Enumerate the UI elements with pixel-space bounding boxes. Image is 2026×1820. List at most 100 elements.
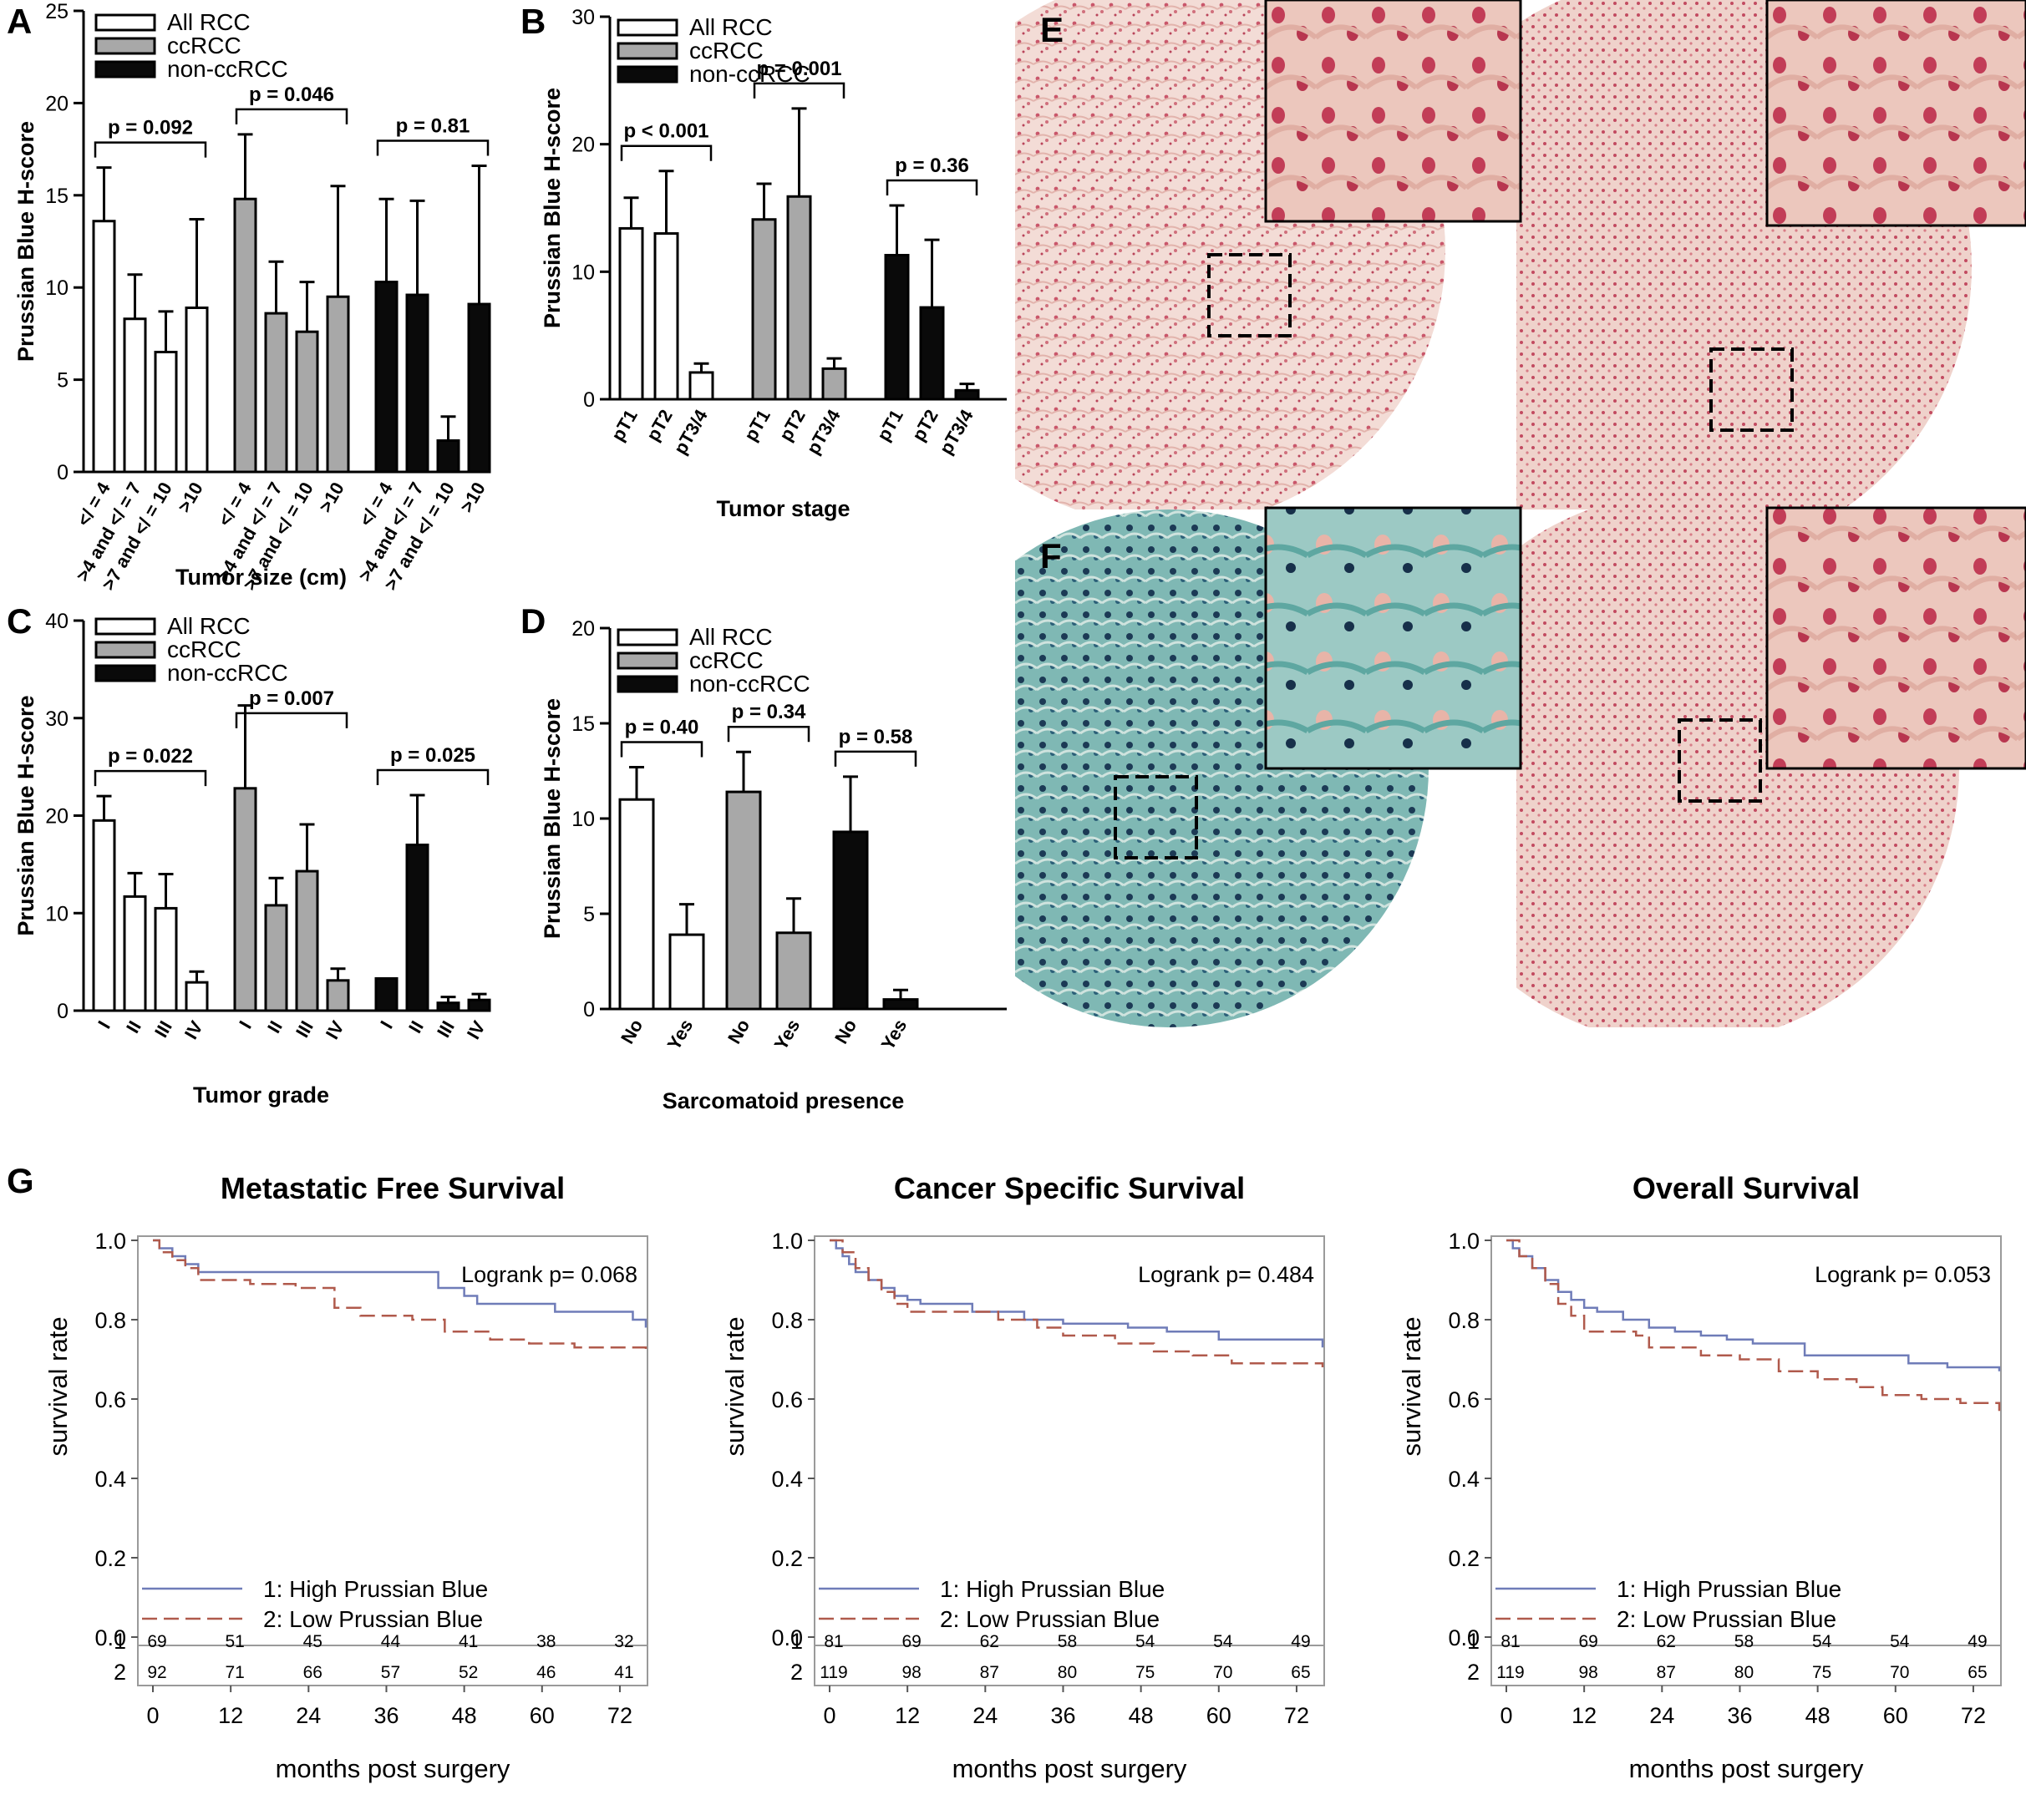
panel-g-survival-curves: G Metastatic Free Survival 0.0 0.2 0.4 0.6 0.8…	[7, 1161, 2002, 1783]
risk-count-high: 49	[1291, 1632, 1310, 1651]
bar-allrcc-2	[154, 350, 178, 474]
legend-label: ccRCC	[689, 647, 764, 673]
risk-count-high: 54	[1135, 1632, 1155, 1651]
y-axis-label: Prussian Blue H-score	[540, 88, 565, 328]
bar-ccrcc-3	[326, 979, 350, 1012]
p-value-label: p = 0.34	[732, 701, 806, 723]
risk-row-label: 1	[1467, 1629, 1480, 1654]
y-tick-label: 0.2	[771, 1546, 803, 1571]
risk-count-low: 98	[1578, 1663, 1597, 1682]
bar-ccrcc-0	[233, 787, 257, 1012]
x-tick-label: pT2	[642, 406, 677, 444]
risk-count-high: 41	[459, 1632, 478, 1651]
p-value-label: p = 0.58	[839, 726, 913, 748]
bar-nonccrcc-2	[436, 1001, 460, 1012]
x-tick-label: No	[724, 1016, 754, 1047]
y-axis-label: survival rate	[1397, 1316, 1426, 1456]
y-tick-label: 25	[45, 0, 69, 23]
x-tick-label: Yes	[770, 1016, 805, 1053]
bar-allrcc-3	[185, 306, 209, 474]
x-tick-label: 60	[1883, 1703, 1908, 1728]
risk-count-high: 54	[1812, 1632, 1832, 1651]
y-tick-label: 20	[45, 805, 69, 829]
p-value-label: p = 0.022	[108, 745, 193, 768]
p-value-bracket	[235, 712, 348, 728]
risk-count-low: 75	[1812, 1663, 1831, 1682]
legend-swatch	[94, 641, 156, 659]
legend-swatch	[94, 37, 156, 55]
y-tick-label: 1.0	[94, 1229, 126, 1254]
bar-allrcc-1	[668, 933, 705, 1011]
bar-nonccrcc-3	[467, 998, 491, 1012]
panel-d-bar-chart: D 0 5 10 15 20 Prussian Blue H-score No Yes p = 0…	[520, 601, 1007, 1113]
x-tick-label: pT1	[607, 406, 642, 444]
legend-label: ccRCC	[167, 33, 241, 58]
y-tick-label: 0.8	[771, 1308, 803, 1333]
curve-low-prussian-blue	[153, 1239, 647, 1356]
y-tick-label: 10	[571, 808, 595, 831]
bar-nonccrcc-1	[882, 998, 919, 1011]
x-axis-label: months post surgery	[952, 1754, 1187, 1783]
p-value-bracket	[235, 108, 348, 124]
y-tick-label: 0	[57, 1000, 69, 1023]
p-value-label: p = 0.40	[625, 716, 699, 738]
x-tick-label: 24	[1649, 1703, 1674, 1728]
p-value-bracket	[376, 768, 490, 785]
panel-letter-e: E	[1040, 10, 1064, 49]
bar-ccrcc-1	[775, 931, 812, 1011]
x-tick-label: >10	[174, 479, 207, 516]
bar-nonccrcc-1	[405, 293, 429, 474]
x-tick-label: I	[94, 1017, 114, 1032]
bar-allrcc-1	[123, 317, 147, 474]
x-tick-label: 72	[607, 1703, 632, 1728]
p-value-label: p = 0.36	[895, 155, 969, 177]
p-value-label: p = 0.046	[249, 84, 334, 106]
roi-box-f-left	[1114, 775, 1198, 859]
bar-nonccrcc-1	[919, 306, 945, 401]
risk-count-low: 75	[1135, 1663, 1155, 1682]
legend-swatch	[617, 42, 678, 60]
x-tick-label: pT2	[775, 406, 810, 444]
y-axis-label: Prussian Blue H-score	[13, 121, 38, 362]
x-tick-label: 36	[1050, 1703, 1075, 1728]
bar-allrcc-1	[123, 895, 147, 1012]
risk-count-high: 81	[1500, 1632, 1520, 1651]
risk-count-low: 70	[1890, 1663, 1909, 1682]
x-axis-label: months post surgery	[276, 1754, 510, 1783]
p-value-bracket	[620, 741, 703, 758]
panel-letter-c: C	[7, 601, 32, 641]
x-tick-label: No	[617, 1016, 647, 1047]
risk-count-low: 80	[1058, 1663, 1077, 1682]
y-tick-label: 20	[571, 617, 595, 641]
x-tick-label: >10	[315, 479, 348, 516]
bar-nonccrcc-0	[374, 976, 399, 1012]
legend-label: ccRCC	[167, 636, 241, 662]
risk-row-label: 2	[1467, 1660, 1480, 1685]
bar-nonccrcc-0	[832, 830, 869, 1011]
inset-e-right	[1765, 0, 2026, 227]
y-tick-label: 40	[45, 610, 69, 633]
p-value-bracket	[834, 750, 917, 767]
x-tick-label: II	[122, 1017, 145, 1037]
plot-frame	[1490, 1235, 2002, 1686]
risk-count-high: 69	[1578, 1632, 1597, 1651]
x-tick-label: IV	[463, 1017, 490, 1043]
curve-low-prussian-blue	[1506, 1239, 2001, 1412]
p-value-label: p = 0.001	[756, 58, 841, 80]
risk-row-label: 1	[114, 1629, 126, 1654]
legend-swatch	[94, 13, 156, 32]
panel-letter-g: G	[7, 1161, 34, 1200]
x-tick-label: 0	[1500, 1703, 1512, 1728]
x-tick-label: pT1	[873, 406, 907, 444]
histology-panels: E F	[1015, 0, 2026, 1027]
risk-count-low: 65	[1968, 1663, 1987, 1682]
y-tick-label: 0.0	[771, 1625, 803, 1650]
curve-high-prussian-blue	[1506, 1239, 2001, 1371]
risk-count-high: 54	[1213, 1632, 1233, 1651]
legend-label: ccRCC	[689, 38, 764, 63]
risk-count-low: 87	[1657, 1663, 1676, 1682]
legend-label: non-ccRCC	[689, 61, 810, 87]
y-axis-label: survival rate	[43, 1316, 73, 1456]
